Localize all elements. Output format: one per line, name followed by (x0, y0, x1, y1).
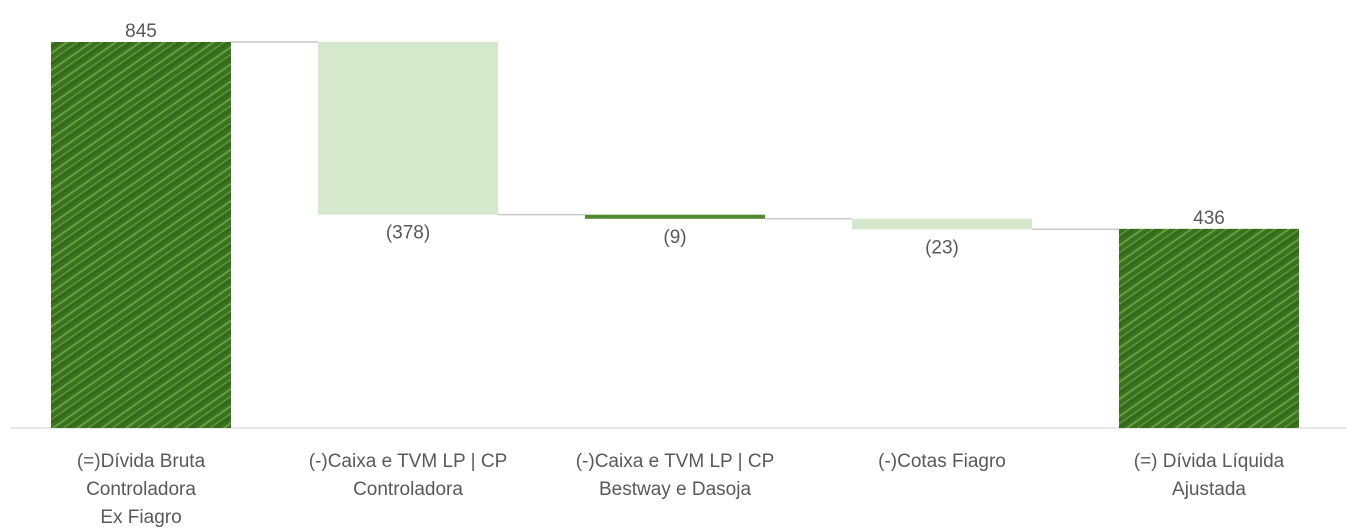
data-label-5: 436 (1193, 208, 1225, 229)
data-label-2: (378) (386, 223, 430, 244)
bar-2 (318, 42, 498, 215)
bar-3 (585, 214, 765, 219)
data-label-3: (9) (663, 227, 686, 248)
category-label-1: (=)Dívida Bruta Controladora Ex Fiagro (77, 451, 206, 528)
category-label-3: (-)Caixa e TVM LP | CP Bestway e Dasoja (576, 451, 775, 500)
data-label-4: (23) (925, 237, 959, 258)
bar-5 (1119, 228, 1299, 428)
category-label-2: (-)Caixa e TVM LP | CP Controladora (309, 451, 508, 500)
category-label-4: (-)Cotas Fiagro (878, 451, 1006, 472)
bar-4 (852, 218, 1032, 230)
bar-1 (51, 42, 231, 428)
data-label-1: 845 (125, 21, 157, 42)
category-label-5: (=) Dívida Líquida Ajustada (1134, 451, 1285, 500)
